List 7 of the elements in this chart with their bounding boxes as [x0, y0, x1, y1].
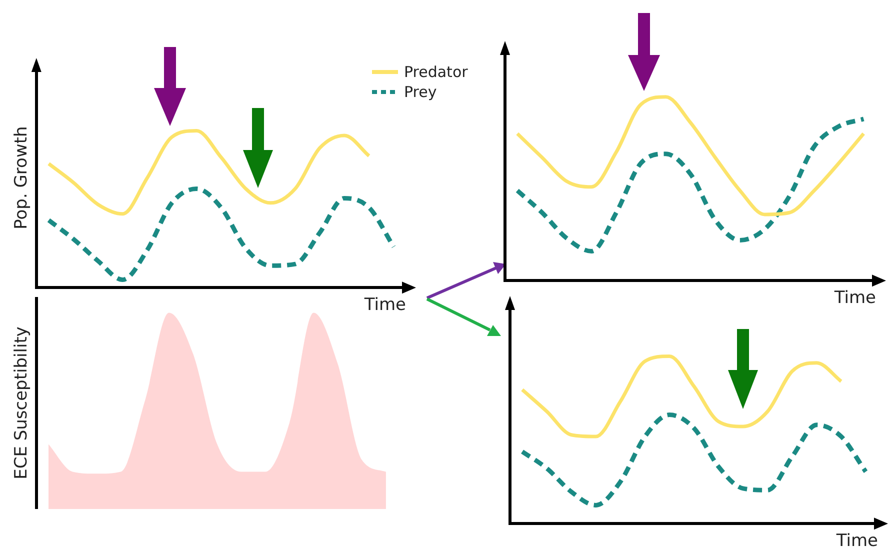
x-axis-title: Time: [363, 295, 406, 316]
legend-label: Predator: [404, 62, 468, 82]
x-axis-title: Time: [833, 288, 876, 308]
y-axis-title: ECE Susceptibility: [12, 326, 32, 480]
legend-label: Prey: [404, 82, 437, 102]
y-axis-title: Pop. Growth: [12, 126, 32, 230]
x-axis-title: Time: [835, 531, 878, 552]
